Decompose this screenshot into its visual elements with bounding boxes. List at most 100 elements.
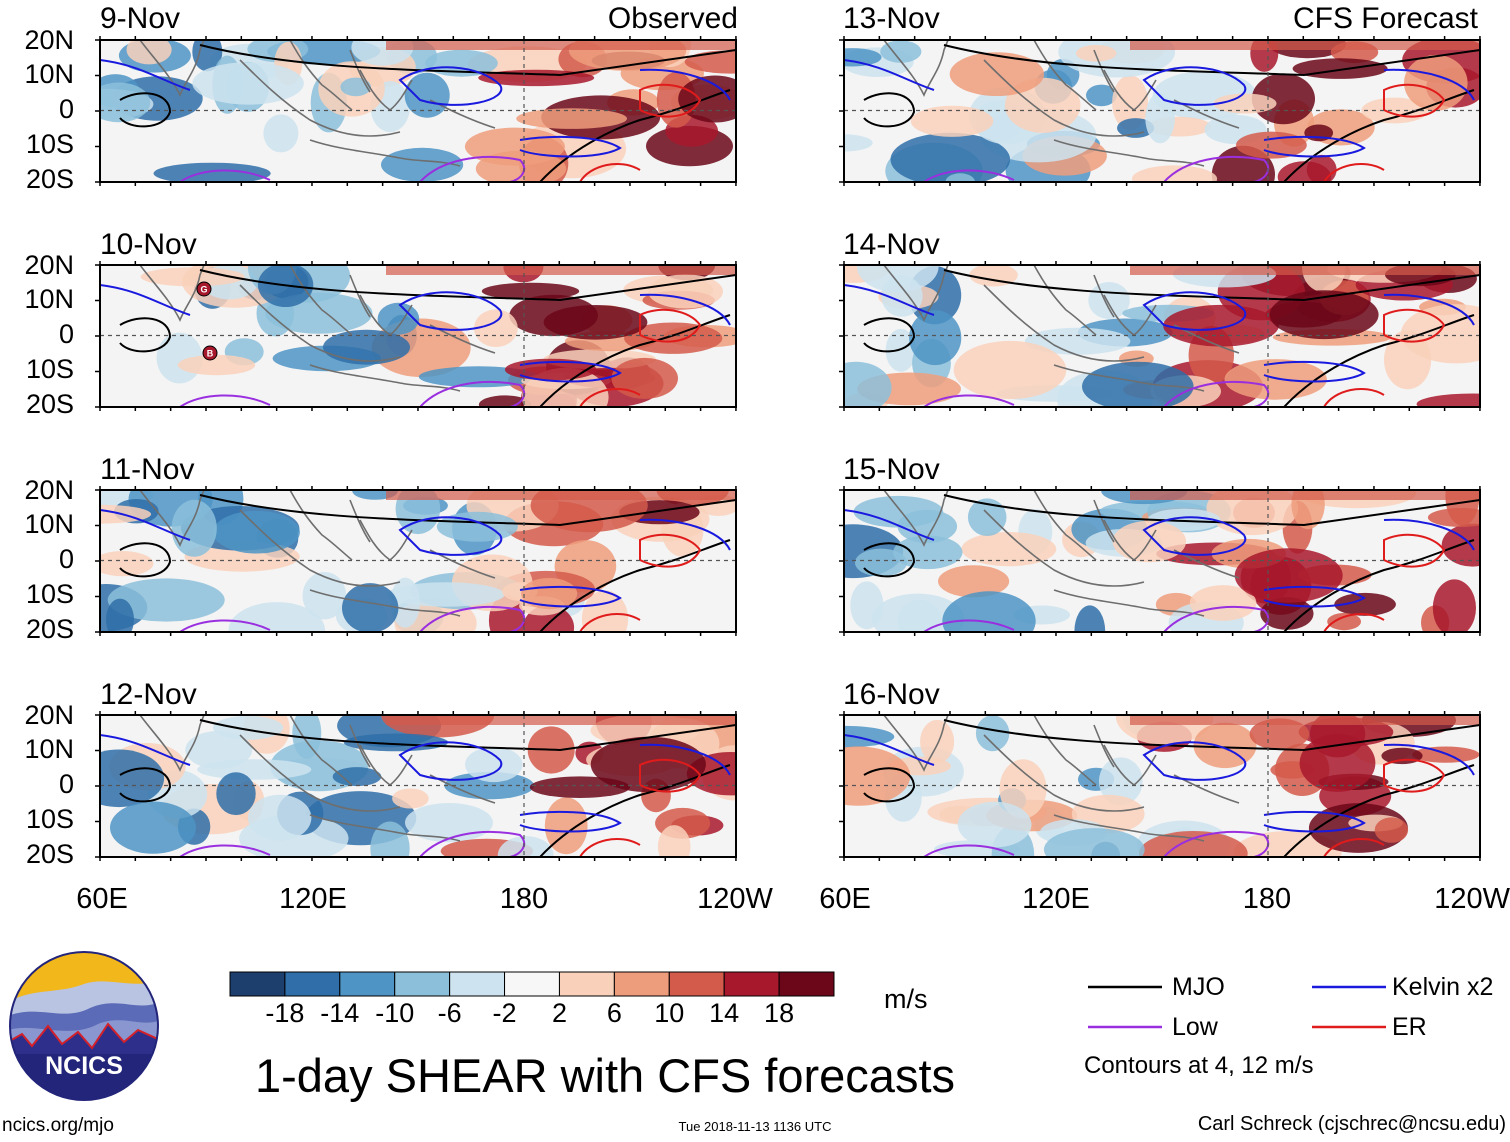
coastline [882,715,949,772]
contour-low [179,394,271,407]
shear-field-band [1130,490,1480,500]
coastline [239,59,401,137]
coastline [239,509,401,587]
shear-field-blob [521,578,578,610]
contour-low [923,844,1015,857]
shear-field-band [1130,40,1480,50]
shear-field-blob [481,282,580,300]
shear-field-blob [1306,154,1337,182]
lat-label-2-3: 10S [25,354,74,384]
colorbar-swatch [284,971,341,997]
contour-kelvin [398,291,503,331]
shear-field-blob [332,767,382,787]
shear-field-blob [1138,831,1248,857]
contour-note: Contours at 4, 12 m/s [1084,1052,1314,1079]
shear-field-blob [949,52,1045,96]
colorbar-tick: 6 [606,998,622,1028]
map-panel-fc-2 [839,261,1481,411]
colorbar-swatch [723,971,780,997]
shear-field-blob [844,48,882,67]
contour-kelvin [1142,741,1247,781]
lat-label-4-2: 0 [58,769,74,799]
shear-field-blob [1416,393,1480,407]
cyclone-letter: G [200,285,207,295]
colorbar-swatch [394,971,451,997]
contour-kelvin [100,59,191,91]
contour-mjo [863,317,916,353]
shear-field-blob [1251,73,1315,125]
shear-field-blob [684,50,736,74]
shear-field-blob [648,274,723,309]
map-panel-fc-1 [839,36,1481,186]
colorbar-tick: -10 [375,998,415,1028]
coastline [983,509,1145,587]
lon-label-fc-120e: 120E [1022,883,1090,915]
coastline [1033,265,1097,336]
cyclone-letter: B [207,349,214,359]
shear-field-band [386,715,736,725]
contour-kelvin [1383,518,1475,551]
lon-label-obs-60e: 60E [76,883,128,915]
colorbar-tick: -2 [492,998,517,1028]
colorbar-swatch [668,971,725,997]
contour-mjo [199,44,736,77]
contour-er [579,163,641,182]
coastline [1053,139,1205,167]
contour-kelvin [519,585,622,608]
shear-field-blob [474,309,518,347]
lat-label-3-2: 0 [58,544,74,574]
lat-label-1-3: 10S [25,129,74,159]
coastline [349,499,371,543]
lat-label-1-1: 10N [24,59,74,89]
colorbar-swatch [504,971,560,997]
shear-field-blob [228,602,326,632]
shear-field-blob [1024,327,1131,355]
footer-url: ncics.org/mjo [2,1115,114,1136]
shear-field-blob [1074,605,1106,632]
shear-field-blob [1400,304,1480,364]
contour-mjo [199,719,736,752]
contour-er [579,838,641,857]
shear-field-blob [590,736,706,793]
contour-kelvin [1263,360,1366,383]
shear-field-blob [543,305,648,340]
lon-label-obs-120w: 120W [697,883,773,915]
coastline [1093,49,1115,93]
contour-er [1323,838,1385,857]
shear-field-blob [530,490,648,533]
shear-field-blob [885,328,917,372]
shear-field-blob [370,821,410,857]
shear-field-blob [153,162,271,182]
shear-field-blob [436,511,518,542]
coastline [138,715,205,772]
shear-field-blob [920,719,955,764]
contour-er [1323,163,1385,182]
shear-field-blob [323,329,410,365]
shear-field-blob [1334,592,1396,616]
contour-kelvin [639,743,731,776]
coastline [1093,724,1115,768]
colorbar-tick: -14 [320,998,360,1028]
shear-field-blob [844,361,892,407]
shear-field-blob [516,108,627,129]
shear-field-blob [185,730,253,769]
contour-kelvin [100,284,191,316]
contour-kelvin [1383,68,1475,101]
contour-low [419,830,526,857]
shear-field-blob [381,147,464,182]
shear-field-blob [1292,58,1388,79]
shear-field-blob [1299,734,1376,792]
colorbar-tick: 10 [654,998,685,1028]
lat-label-4-3: 10S [25,804,74,834]
contour-mjo [119,767,172,803]
contour-kelvin [398,66,503,106]
shear-field-blob [342,583,399,632]
colorbar-tick: 18 [764,998,795,1028]
coastline [239,284,401,362]
shear-field-blob [1043,828,1145,857]
shear-field-blob [678,75,736,123]
shear-field-blob [1086,84,1117,107]
shear-field-blob [1193,722,1257,769]
coastline [289,40,353,111]
contour-mjo [199,269,736,302]
